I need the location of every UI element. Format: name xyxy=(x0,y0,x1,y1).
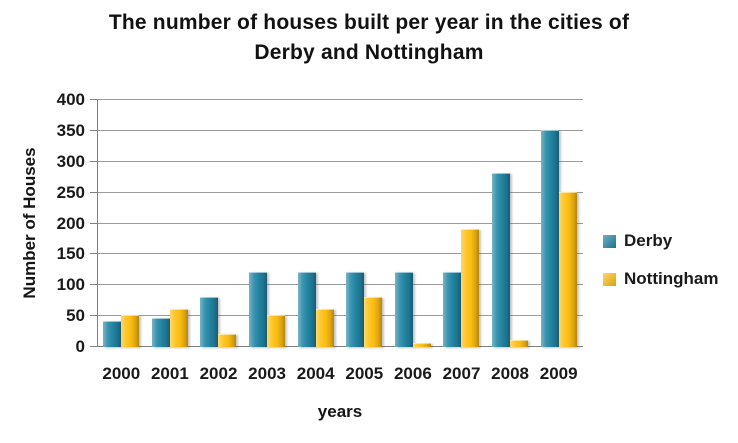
bar-group-2007 xyxy=(437,100,486,347)
bar-nottingham-2002 xyxy=(218,334,237,347)
bar-group-2006 xyxy=(389,100,438,347)
x-tick-label: 2000 xyxy=(102,364,141,383)
bar-nottingham-2001 xyxy=(169,309,188,347)
y-tick-label: 400 xyxy=(56,90,85,109)
y-axis-title: Number of Houses xyxy=(20,147,39,299)
gridline xyxy=(97,99,583,100)
legend-swatch-derby-icon xyxy=(603,234,616,248)
bar-derby-2008 xyxy=(492,173,511,347)
legend-swatch-nottingham-icon xyxy=(603,272,616,286)
gridline xyxy=(97,191,583,193)
x-tick-label: 2001 xyxy=(150,364,189,383)
y-axis-line xyxy=(97,100,98,347)
y-tick-mark xyxy=(90,346,97,347)
bar-nottingham-2009 xyxy=(558,192,577,347)
bar-group-2003 xyxy=(243,100,292,347)
bar-group-2001 xyxy=(146,100,195,347)
x-axis-title: years xyxy=(317,402,363,421)
y-tick-mark xyxy=(90,315,97,317)
bar-nottingham-2003 xyxy=(267,315,286,347)
bar-derby-2004 xyxy=(297,272,316,347)
x-tick-label: 2007 xyxy=(442,364,481,383)
bar-derby-2002 xyxy=(200,297,219,347)
legend-label-derby: Derby xyxy=(624,231,673,250)
gridline xyxy=(97,315,583,317)
bar-derby-2000 xyxy=(103,321,122,347)
bar-nottingham-2004 xyxy=(315,309,334,347)
bar-derby-2006 xyxy=(394,272,413,347)
bar-nottingham-2008 xyxy=(510,340,529,347)
bar-group-2000 xyxy=(97,100,146,347)
y-tick-label: 250 xyxy=(56,182,85,202)
x-tick-label: 2009 xyxy=(539,364,578,383)
gridline xyxy=(97,160,583,162)
y-tick-label: 300 xyxy=(56,151,85,171)
bar-group-2009 xyxy=(534,100,583,347)
chart-title-line1: The number of houses built per year in t… xyxy=(108,11,630,34)
x-tick-label: 2005 xyxy=(345,364,384,383)
chart-title: The number of houses built per year in t… xyxy=(49,8,689,68)
y-tick-mark xyxy=(90,284,97,286)
bar-derby-2007 xyxy=(443,272,462,347)
y-tick-mark xyxy=(90,222,97,224)
y-tick-label: 350 xyxy=(56,120,85,140)
y-tick-label: 50 xyxy=(66,306,85,326)
y-tick-mark xyxy=(90,160,97,162)
y-tick-mark xyxy=(90,129,97,131)
x-tick-label: 2004 xyxy=(296,364,335,383)
legend-item-nottingham: Nottingham xyxy=(603,269,719,288)
bar-group-2005 xyxy=(340,100,389,347)
x-tick-label: 2006 xyxy=(393,364,432,383)
bar-nottingham-2005 xyxy=(364,297,383,347)
legend-label-nottingham: Nottingham xyxy=(624,269,719,288)
x-tick-label: 2002 xyxy=(199,364,238,383)
y-tick-mark xyxy=(90,99,97,100)
gridline xyxy=(97,222,583,224)
bar-group-2002 xyxy=(194,100,243,347)
chart-title-line2: Derby and Nottingham xyxy=(254,41,484,64)
gridline xyxy=(97,253,583,255)
bar-nottingham-2006 xyxy=(412,343,431,347)
y-tick-mark xyxy=(90,253,97,255)
gridline xyxy=(97,284,583,286)
x-tick-label: 2008 xyxy=(491,364,530,383)
y-tick-label: 200 xyxy=(56,213,85,233)
y-tick-mark xyxy=(90,191,97,193)
legend-item-derby: Derby xyxy=(603,231,718,250)
bar-nottingham-2000 xyxy=(121,315,140,347)
y-tick-label: 0 xyxy=(75,337,85,356)
y-tick-label: 150 xyxy=(56,244,85,264)
x-tick-label: 2003 xyxy=(248,364,287,383)
gridline xyxy=(97,129,583,131)
bar-group-2008 xyxy=(486,100,535,347)
bar-nottingham-2007 xyxy=(461,229,480,347)
bar-derby-2005 xyxy=(346,272,365,347)
bar-group-2004 xyxy=(291,100,340,347)
bar-derby-2003 xyxy=(249,272,268,347)
x-axis-line xyxy=(97,346,583,347)
y-tick-label: 100 xyxy=(56,275,85,295)
bar-derby-2009 xyxy=(540,130,559,347)
bar-derby-2001 xyxy=(151,318,170,347)
legend: Derby Nottingham xyxy=(603,231,719,308)
